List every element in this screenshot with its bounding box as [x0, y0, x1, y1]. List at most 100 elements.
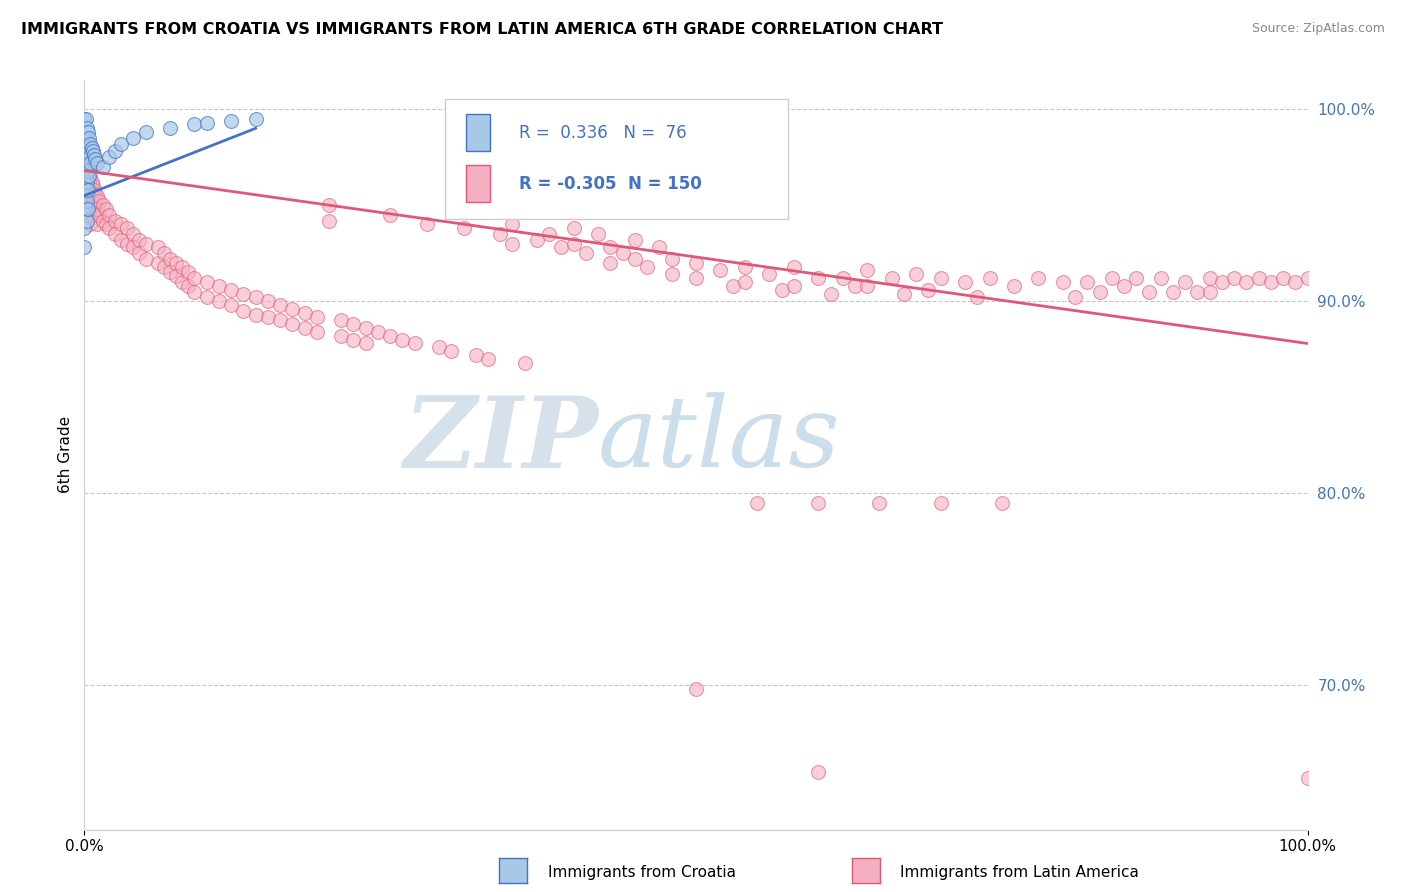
- Point: [685, 682, 707, 697]
- Point: [807, 764, 830, 779]
- Point: [1296, 771, 1319, 785]
- Point: [807, 271, 830, 285]
- Point: [354, 321, 377, 335]
- Point: [330, 328, 353, 343]
- Point: [115, 236, 138, 251]
- Point: [96, 202, 118, 216]
- Point: [929, 271, 952, 285]
- Point: [1161, 285, 1184, 299]
- Point: [80, 140, 103, 154]
- Point: [1076, 275, 1098, 289]
- Point: [82, 193, 104, 207]
- Point: [856, 263, 879, 277]
- Point: [734, 275, 756, 289]
- Point: [305, 310, 328, 324]
- Point: [1088, 285, 1111, 299]
- Point: [73, 183, 96, 197]
- Point: [96, 218, 118, 232]
- Point: [128, 233, 150, 247]
- Point: [305, 325, 328, 339]
- Point: [153, 260, 176, 274]
- Text: IMMIGRANTS FROM CROATIA VS IMMIGRANTS FROM LATIN AMERICA 6TH GRADE CORRELATION C: IMMIGRANTS FROM CROATIA VS IMMIGRANTS FR…: [21, 22, 943, 37]
- Point: [80, 188, 103, 202]
- Point: [177, 265, 200, 279]
- Point: [1187, 285, 1209, 299]
- Point: [464, 348, 486, 362]
- Point: [232, 303, 254, 318]
- Point: [734, 260, 756, 274]
- Point: [1114, 278, 1136, 293]
- Point: [905, 268, 928, 282]
- Point: [77, 131, 100, 145]
- Point: [991, 496, 1014, 510]
- Point: [76, 163, 98, 178]
- Point: [135, 125, 157, 139]
- Point: [77, 183, 100, 197]
- Point: [165, 269, 187, 284]
- Point: [1236, 275, 1258, 289]
- Point: [354, 336, 377, 351]
- Point: [86, 156, 108, 170]
- Point: [104, 227, 127, 241]
- Point: [76, 175, 98, 189]
- Point: [128, 246, 150, 260]
- Point: [76, 121, 98, 136]
- Point: [1150, 271, 1173, 285]
- Point: [709, 263, 731, 277]
- Point: [82, 178, 104, 193]
- Point: [880, 271, 903, 285]
- Point: [79, 198, 101, 212]
- Point: [245, 290, 267, 304]
- Point: [747, 496, 769, 510]
- FancyBboxPatch shape: [465, 165, 491, 202]
- Point: [73, 202, 96, 216]
- Point: [575, 246, 598, 260]
- Point: [489, 227, 512, 241]
- Point: [104, 145, 127, 159]
- Point: [318, 213, 340, 227]
- Point: [294, 321, 316, 335]
- Point: [79, 169, 101, 184]
- Point: [146, 240, 169, 254]
- Point: [380, 208, 402, 222]
- Point: [831, 271, 853, 285]
- Point: [75, 112, 97, 126]
- Point: [82, 208, 104, 222]
- Point: [146, 256, 169, 270]
- Point: [159, 121, 181, 136]
- Point: [538, 227, 561, 241]
- Point: [75, 183, 97, 197]
- Point: [245, 112, 267, 126]
- Point: [91, 160, 114, 174]
- Point: [269, 313, 291, 327]
- Point: [122, 227, 145, 241]
- Point: [195, 275, 218, 289]
- Point: [80, 175, 103, 189]
- Point: [77, 175, 100, 189]
- Point: [208, 278, 231, 293]
- Point: [76, 175, 98, 189]
- Point: [86, 218, 108, 232]
- Point: [1101, 271, 1123, 285]
- Point: [83, 198, 105, 212]
- Point: [661, 252, 683, 266]
- Point: [612, 246, 634, 260]
- Point: [77, 188, 100, 202]
- Point: [75, 202, 97, 216]
- Point: [1137, 285, 1160, 299]
- Point: [135, 252, 157, 266]
- Point: [856, 278, 879, 293]
- Point: [770, 283, 793, 297]
- Point: [586, 227, 609, 241]
- Point: [177, 278, 200, 293]
- Point: [599, 256, 621, 270]
- Point: [1223, 271, 1246, 285]
- Point: [86, 188, 108, 202]
- Point: [77, 202, 100, 216]
- Point: [440, 344, 463, 359]
- Point: [76, 188, 98, 202]
- Point: [183, 285, 205, 299]
- Point: [562, 236, 585, 251]
- Point: [1002, 278, 1025, 293]
- Point: [75, 169, 97, 184]
